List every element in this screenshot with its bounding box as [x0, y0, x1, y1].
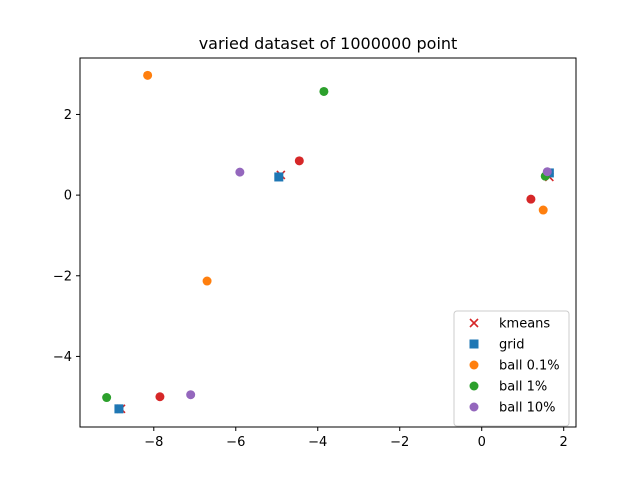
- marks-layer: [102, 70, 554, 414]
- legend-marker-ball-1: [469, 381, 479, 391]
- legend-label-kmeans: kmeans: [499, 317, 550, 332]
- y-tick-label: 2: [64, 108, 72, 123]
- legend-marker-grid: [469, 339, 479, 349]
- x-tick-label: −6: [226, 435, 245, 450]
- point-series-4-1: [294, 156, 304, 166]
- point-series-4-0: [155, 392, 165, 402]
- legend: kmeans grid ball 0.1% ball 1% ball 10%: [453, 310, 570, 427]
- x-tick-label: 2: [560, 435, 568, 450]
- point-grid-0: [114, 404, 124, 414]
- legend-label-grid: grid: [499, 338, 524, 353]
- legend-marker-ball-10: [469, 402, 479, 412]
- y-tick-label: −2: [53, 269, 72, 284]
- legend-marker-ball-0-1: [469, 360, 479, 370]
- x-tick-label: −2: [390, 435, 409, 450]
- point-ball-10-0: [186, 390, 196, 400]
- point-ball-10-1: [235, 167, 245, 177]
- legend-box: [453, 310, 570, 427]
- point-series-4-2: [526, 194, 536, 204]
- legend-marker-kmeans: [469, 318, 479, 328]
- point-grid-1: [274, 172, 284, 182]
- x-tick-label: −4: [308, 435, 327, 450]
- x-tick-label: 0: [478, 435, 486, 450]
- point-ball-1-0: [102, 393, 112, 403]
- legend-label-ball-0-1: ball 0.1%: [499, 359, 560, 374]
- point-ball-0-1-0: [143, 70, 153, 80]
- legend-label-ball-1: ball 1%: [499, 380, 547, 395]
- x-tick-label: −8: [144, 435, 163, 450]
- ticks-layer: −8 −6 −4 −2 0 2 −4 −2 0 2: [53, 108, 568, 450]
- y-tick-label: −4: [53, 350, 72, 365]
- y-tick-label: 0: [64, 189, 72, 204]
- chart-title: varied dataset of 1000000 point: [199, 34, 458, 53]
- plot-frame: [79, 57, 577, 428]
- point-ball-0-1-2: [538, 205, 548, 215]
- point-ball-0-1-1: [202, 276, 212, 286]
- point-ball-1-1: [319, 86, 329, 96]
- point-ball-10-2: [542, 167, 552, 177]
- legend-label-ball-10: ball 10%: [499, 401, 555, 416]
